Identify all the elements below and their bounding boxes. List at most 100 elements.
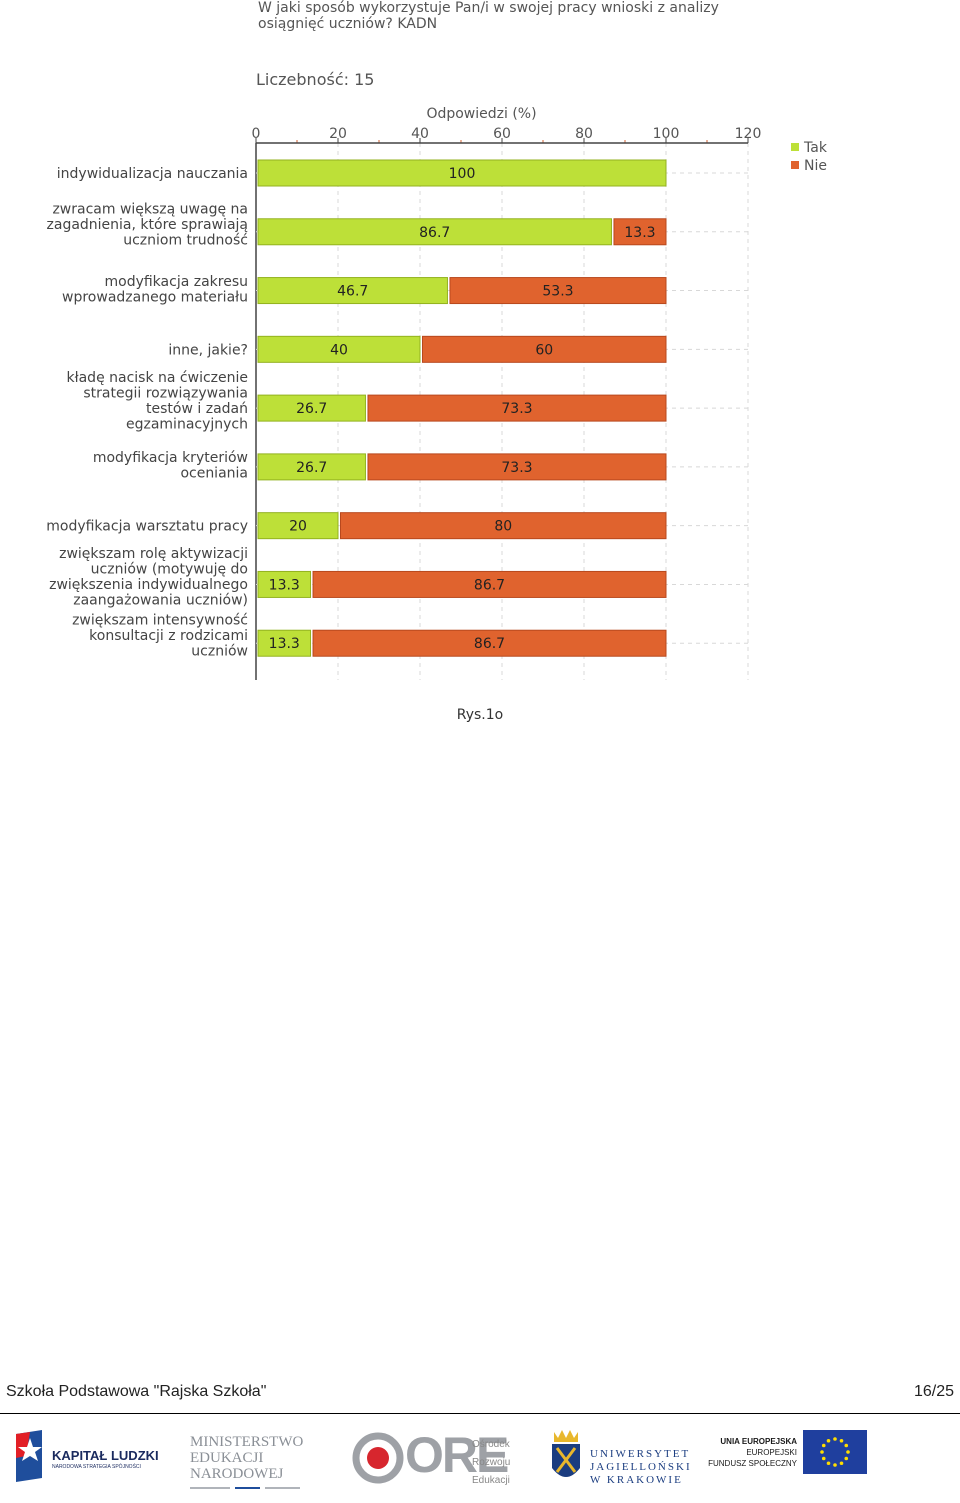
ore-line-2: Rozwoju — [472, 1457, 511, 1468]
bar-chart: Odpowiedzi (%) 0 20 40 60 80 100 120 indywiduali… — [46, 106, 828, 680]
category-label: testów i zadań — [146, 401, 248, 417]
data-label: 73.3 — [501, 460, 532, 476]
data-label: 73.3 — [501, 401, 532, 417]
eu-star-icon — [820, 1450, 824, 1454]
eu-star-icon — [833, 1437, 837, 1441]
x-tick-label: 60 — [493, 126, 511, 142]
ue-line-3: FUNDUSZ SPOŁECZNY — [708, 1459, 797, 1468]
sample-count: Liczebność: 15 — [256, 70, 375, 89]
category-label: uczniów (motywuję do — [91, 562, 248, 578]
data-label: 100 — [449, 166, 476, 182]
bar-nie — [367, 394, 667, 422]
x-tick-label: 0 — [252, 126, 261, 142]
legend-swatch-nie — [791, 161, 799, 169]
data-label: 46.7 — [337, 284, 368, 300]
bar-tak — [257, 512, 339, 540]
ore-subtitle: Ośrodek Rozwoju Edukacji — [472, 1436, 510, 1490]
eu-star-icon — [839, 1461, 844, 1466]
data-label: 86.7 — [419, 225, 450, 241]
category-label: zwiększenia indywidualnego — [49, 577, 248, 593]
category-label: modyfikacja warsztatu pracy — [46, 519, 248, 535]
kapital-ludzki-name: KAPITAŁ LUDZKI — [52, 1448, 159, 1463]
x-tick-label: 80 — [575, 126, 593, 142]
data-label: 60 — [535, 342, 553, 358]
bar-tak — [257, 629, 312, 657]
bar-nie — [312, 570, 667, 598]
category-label: zwiększam intensywność — [72, 613, 248, 629]
category-label: kładę nacisk na ćwiczenie — [67, 370, 248, 386]
category-label: zagadnienia, które sprawiają — [47, 217, 248, 233]
eu-flag-icon — [803, 1430, 867, 1474]
data-label: 26.7 — [296, 401, 327, 417]
footer-school-name: Szkoła Podstawowa "Rajska Szkoła" — [6, 1383, 267, 1400]
data-label: 86.7 — [474, 577, 505, 593]
category-label: inne, jakie? — [168, 342, 248, 358]
kapital-ludzki-subtitle: NARODOWA STRATEGIA SPÓJNOŚCI — [52, 1464, 141, 1470]
data-label: 20 — [289, 519, 307, 535]
uj-line-2: JAGIELLOŃSKI — [590, 1461, 692, 1473]
data-label: 53.3 — [542, 284, 573, 300]
men-logo: MINISTERSTWO EDUKACJI NARODOWEJ — [190, 1434, 310, 1498]
men-line-1: MINISTERSTWO — [190, 1434, 304, 1450]
men-line-2: EDUKACJI — [190, 1450, 264, 1466]
eu-star-icon — [826, 1461, 831, 1466]
category-label: zwracam większą uwagę na — [52, 201, 248, 217]
bar-nie — [449, 277, 667, 305]
uj-line-3: W KRAKOWIE — [590, 1474, 683, 1486]
uj-crest-icon — [552, 1430, 580, 1477]
bar-nie — [422, 335, 667, 363]
category-label: uczniów — [191, 644, 248, 660]
legend-label-nie: Nie — [804, 158, 827, 174]
ore-logo: ORE Ośrodek Rozwoju Edukacji — [350, 1426, 530, 1490]
x-tick-label: 120 — [735, 126, 762, 142]
category-label: egzaminacyjnych — [126, 416, 248, 432]
eu-star-icon — [833, 1463, 837, 1467]
category-label: modyfikacja zakresu — [104, 274, 248, 290]
sponsor-logos: KAPITAŁ LUDZKI NARODOWA STRATEGIA SPÓJNO… — [0, 1426, 960, 1496]
bar-tak — [257, 394, 366, 422]
category-label: wprowadzanego materiału — [62, 289, 248, 305]
x-tick-label: 100 — [653, 126, 680, 142]
ore-line-1: Ośrodek — [472, 1439, 510, 1450]
bar-nie — [613, 218, 667, 246]
uj-name: UNIWERSYTET JAGIELLOŃSKI W KRAKOWIE — [590, 1448, 692, 1487]
bar-tak — [257, 159, 667, 187]
bar-tak — [257, 218, 612, 246]
bar-nie — [312, 629, 667, 657]
x-axis-label: Odpowiedzi (%) — [426, 106, 536, 122]
eu-star-icon — [844, 1443, 849, 1448]
category-label: indywidualizacja nauczania — [57, 166, 248, 182]
bar-tak — [257, 570, 312, 598]
eu-star-icon — [846, 1450, 850, 1454]
category-label: konsultacji z rodzicami — [89, 628, 248, 644]
category-label: zwiększam rolę aktywizacji — [59, 546, 248, 562]
eu-star-icon — [821, 1443, 826, 1448]
data-label: 26.7 — [296, 460, 327, 476]
legend-swatch-tak — [791, 143, 799, 151]
eu-star-icon — [821, 1456, 826, 1461]
data-label: 13.3 — [269, 636, 300, 652]
bar-nie — [340, 512, 667, 540]
chart-title: W jaki sposób wykorzystuje Pan/i w swoje… — [258, 0, 719, 32]
data-label: 86.7 — [474, 636, 505, 652]
eu-star-icon — [839, 1438, 844, 1443]
footer-page-number: 16/25 — [913, 1383, 954, 1400]
legend-label-tak: Tak — [803, 140, 828, 156]
kapital-ludzki-logo: KAPITAŁ LUDZKI NARODOWA STRATEGIA SPÓJNO… — [10, 1426, 175, 1490]
ue-line-1: UNIA EUROPEJSKA — [720, 1437, 797, 1446]
data-label: 13.3 — [269, 577, 300, 593]
category-label: zaangażowania uczniów) — [73, 593, 248, 609]
uj-line-1: UNIWERSYTET — [590, 1448, 691, 1460]
data-label: 80 — [494, 519, 512, 535]
category-label: oceniania — [180, 466, 248, 482]
figure-caption: Rys.1o — [456, 707, 504, 723]
ore-line-3: Edukacji — [472, 1475, 510, 1486]
bar-nie — [367, 453, 667, 481]
footer-divider — [0, 1413, 960, 1414]
eu-star-icon — [826, 1438, 831, 1443]
category-label: uczniom trudność — [123, 232, 248, 248]
men-line-3: NARODOWEJ — [190, 1466, 284, 1482]
ore-name: ORE — [405, 1427, 509, 1483]
men-underline-icon — [190, 1487, 300, 1489]
x-tick-label: 40 — [411, 126, 429, 142]
